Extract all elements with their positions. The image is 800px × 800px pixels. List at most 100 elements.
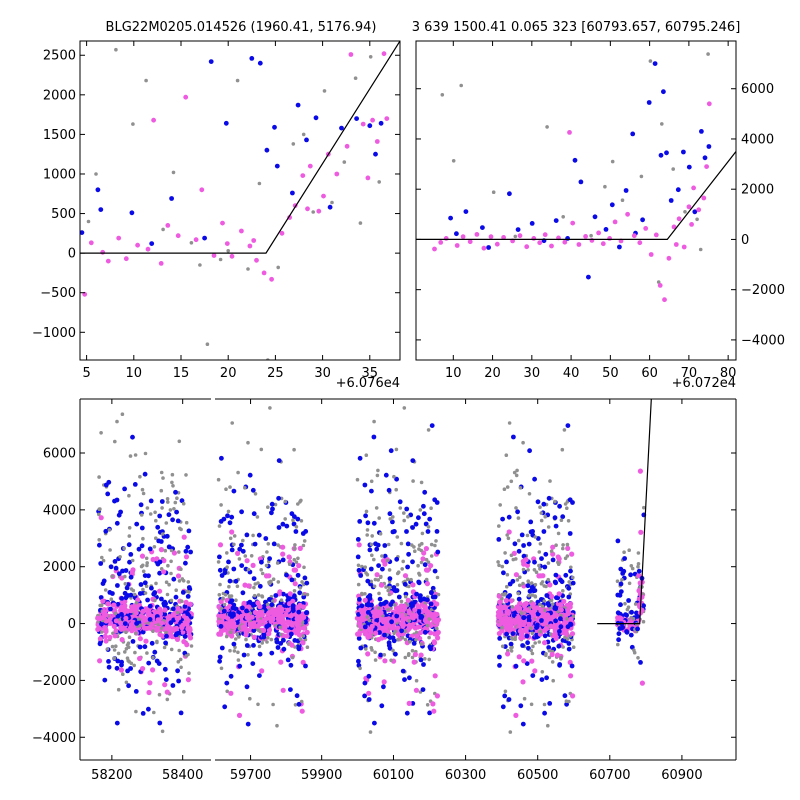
blue-data-point [559, 579, 565, 585]
gray-data-point [113, 439, 117, 444]
magenta-data-point [227, 619, 233, 625]
magenta-data-point [565, 545, 571, 552]
gray-data-point [124, 630, 128, 634]
magenta-data-point [125, 608, 131, 614]
gray-data-point [301, 634, 306, 638]
magenta-data-point [395, 631, 402, 638]
magenta-data-point [278, 617, 285, 623]
magenta-data-point [287, 591, 293, 597]
magenta-data-point [402, 604, 408, 610]
gray-data-point [522, 696, 527, 701]
blue-data-point [274, 639, 280, 645]
blue-data-point [422, 489, 428, 495]
blue-data-point [538, 597, 544, 602]
gray-data-point [225, 689, 229, 694]
gray-data-point [364, 509, 369, 514]
blue-data-point [387, 511, 393, 517]
magenta-data-point [510, 627, 517, 633]
blue-data-point [137, 591, 143, 596]
gray-data-point [407, 619, 412, 623]
blue-data-point [251, 511, 257, 517]
blue-data-point [552, 515, 558, 521]
magenta-data-point [460, 234, 466, 240]
gray-data-point [370, 648, 374, 652]
blue-data-point [635, 626, 640, 632]
magenta-data-point [552, 611, 559, 618]
x-tick-label: 60100 [373, 768, 414, 783]
gray-data-point [571, 645, 576, 649]
magenta-data-point [138, 613, 144, 619]
gray-data-point [353, 76, 358, 80]
gray-data-point [232, 534, 237, 538]
blue-data-point [157, 513, 163, 519]
gray-data-point [623, 601, 627, 606]
blue-data-point [288, 687, 293, 692]
gray-data-point [539, 511, 544, 515]
magenta-data-point [431, 640, 438, 646]
gray-data-point [86, 219, 91, 224]
blue-data-point [567, 531, 573, 536]
gray-data-point [241, 538, 245, 543]
blue-data-point [142, 580, 148, 586]
magenta-data-point [176, 615, 182, 621]
blue-data-point [641, 603, 646, 609]
blue-data-point [500, 516, 505, 522]
blue-data-point [510, 631, 516, 636]
gray-data-point [516, 538, 521, 543]
gray-data-point [620, 198, 625, 202]
gray-data-point [246, 440, 250, 445]
blue-data-point [261, 634, 267, 640]
magenta-data-point [307, 163, 313, 169]
blue-data-point [526, 541, 532, 547]
gray-data-point [563, 502, 568, 506]
gray-data-point [565, 637, 570, 641]
blue-data-point [179, 498, 185, 504]
blue-data-point [668, 198, 674, 203]
blue-data-point [155, 524, 161, 530]
gray-data-point [265, 640, 269, 644]
gray-data-point [413, 549, 417, 553]
gray-data-point [228, 485, 232, 489]
magenta-data-point [691, 185, 696, 191]
magenta-data-point [159, 620, 165, 626]
magenta-data-point [263, 573, 270, 579]
x-tick-label: 35 [362, 366, 379, 381]
blue-data-point [371, 434, 377, 440]
blue-data-point [616, 637, 621, 643]
gray-data-point [145, 563, 149, 568]
magenta-data-point [428, 611, 434, 618]
magenta-data-point [568, 616, 574, 622]
gray-data-point [293, 543, 297, 547]
gray-data-point [177, 439, 182, 444]
blue-data-point [327, 204, 333, 210]
blue-data-point [182, 604, 188, 609]
blue-data-point [354, 116, 359, 121]
blue-data-point [244, 608, 249, 614]
gray-data-point [386, 588, 391, 593]
blue-data-point [173, 594, 179, 600]
blue-data-point [244, 643, 250, 648]
blue-data-point [222, 704, 228, 710]
gray-data-point [179, 527, 183, 532]
gray-data-point [169, 598, 174, 603]
blue-data-point [139, 525, 145, 531]
magenta-data-point [637, 468, 644, 474]
gray-data-point [160, 532, 165, 536]
blue-data-point [183, 560, 188, 566]
gray-data-point [256, 581, 260, 585]
gray-data-point [563, 635, 567, 640]
magenta-data-point [420, 556, 426, 562]
gray-data-point [565, 542, 570, 547]
gray-data-point [256, 593, 261, 597]
blue-data-point [249, 56, 255, 61]
blue-data-point [572, 157, 578, 163]
blue-data-point [500, 704, 506, 710]
blue-data-point [237, 546, 243, 552]
magenta-data-point [211, 253, 217, 258]
blue-data-point [295, 516, 301, 522]
gray-data-point [603, 184, 607, 189]
gray-data-point [521, 567, 526, 572]
gray-data-point [562, 428, 567, 432]
magenta-data-point [261, 270, 267, 276]
gray-data-point [124, 680, 129, 685]
